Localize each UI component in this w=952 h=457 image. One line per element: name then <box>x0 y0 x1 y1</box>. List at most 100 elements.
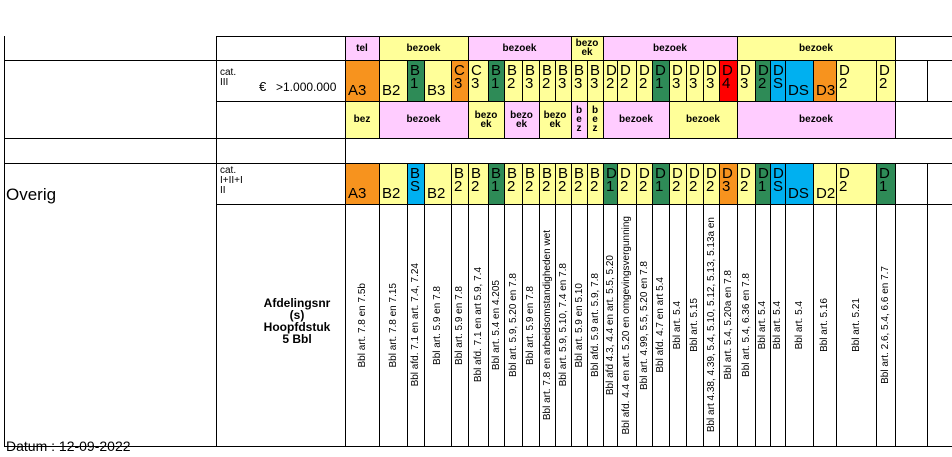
cell-separator-line <box>836 60 837 101</box>
cell-separator-line <box>686 60 687 101</box>
risk-code-cell: B 2 <box>451 163 468 204</box>
cell-separator-line <box>876 60 877 101</box>
risk-code-cell: B 2 <box>539 163 555 204</box>
article-reference-text: Bbl art. 5.15 <box>689 298 700 352</box>
risk-code-cell: D 1 <box>755 163 770 204</box>
cell-separator-line <box>785 60 786 101</box>
risk-code-cell-text: C 3 <box>471 62 482 92</box>
cell-separator-line <box>451 163 452 204</box>
cell-separator-line <box>927 204 928 446</box>
cell-separator-line <box>468 60 469 101</box>
risk-code-cell-text: D 1 <box>758 165 769 195</box>
cell-separator-line <box>652 60 653 101</box>
risk-code-cell: D 3 <box>737 60 755 101</box>
article-reference-text: Bbl art. 7.8 en 7.5b <box>356 282 368 368</box>
cell-separator-line <box>895 60 896 101</box>
visit-header-text: bezo ek <box>575 38 599 58</box>
risk-code-cell-text: B 3 <box>590 62 601 92</box>
visit-subheader-text: bezo ek <box>474 109 498 130</box>
risk-code-cell-text: B3 <box>427 82 446 99</box>
cell-separator-line <box>836 163 837 204</box>
article-reference-text: Bbl art. 7.8 en arbeidsomstandigheden we… <box>541 229 553 421</box>
article-reference-text: Bbl art 4.38, 4.39, 5.4, 5.10, 5.12, 5.1… <box>705 217 717 433</box>
visit-header-text: tel <box>356 42 368 54</box>
cell-separator-line <box>522 204 523 446</box>
article-reference-cell: Bbl art. 5.4 <box>755 204 770 446</box>
article-reference-text: Bbl art. 5.4, 6.36 en 7.8 <box>740 273 752 377</box>
cell-separator-line <box>603 60 604 101</box>
cell-separator-line <box>755 60 756 101</box>
visit-header-cell: bezoek <box>379 36 468 60</box>
visit-header-cell: bezoek <box>468 36 571 60</box>
cell-separator-line <box>571 204 572 446</box>
article-reference-text: Bbl afd. 7.1 en art. 7.4, 7.24 <box>410 263 421 387</box>
risk-code-cell: D 2 <box>686 163 703 204</box>
cell-separator-line <box>468 36 469 60</box>
cell-separator-line <box>785 204 786 446</box>
cell-separator-line <box>652 163 653 204</box>
cell-separator-line <box>617 163 618 204</box>
risk-code-cell: A3 <box>345 60 379 101</box>
cell-separator-line <box>571 163 572 204</box>
risk-code-cell-text: D 2 <box>620 62 631 92</box>
risk-code-cell-text: B 2 <box>507 62 518 92</box>
visit-subheader-cell: bezoek <box>379 101 468 138</box>
risk-code-cell-text: DS <box>788 82 809 99</box>
cell-separator-line <box>686 204 687 446</box>
cell-separator-line <box>571 101 572 138</box>
article-reference-text: Bbl art. 5.16 <box>819 298 830 352</box>
article-reference-text: Bbl art. 4.99, 5.5, 5.20 en 7.8 <box>638 260 650 390</box>
risk-code-cell: D 3 <box>719 163 737 204</box>
cell-separator-line <box>424 204 425 446</box>
cell-separator-line <box>770 204 771 446</box>
cell-separator-line <box>379 204 380 446</box>
cell-separator-line <box>522 163 523 204</box>
risk-code-cell-text: D 2 <box>672 165 683 195</box>
cell-separator-line <box>813 60 814 101</box>
risk-code-cell: D 2 <box>669 163 686 204</box>
risk-code-cell-text: B 3 <box>558 62 569 92</box>
risk-code-cell-text: D 2 <box>639 62 650 92</box>
article-reference-cell: Bbl art. 5.4 <box>770 204 785 446</box>
visit-header-cell: bezo ek <box>571 36 603 60</box>
risk-code-cell: D 2 <box>617 60 636 101</box>
risk-code-cell: D S <box>770 60 785 101</box>
risk-code-cell: D 3 <box>669 60 686 101</box>
risk-code-cell: B 2 <box>571 163 587 204</box>
cell-separator-line <box>737 204 738 446</box>
visit-header-text: bezoek <box>502 42 537 54</box>
article-reference-text: Bbl afd. 5.9 art. 5.9, 7.8 <box>589 273 601 377</box>
cell-separator-line <box>703 204 704 446</box>
risk-code-cell-text: D 3 <box>672 62 683 92</box>
risk-code-cell-text: D 1 <box>879 165 890 195</box>
risk-code-cell-text: D 1 <box>655 62 666 92</box>
article-reference-text: Bbl art. 5.9 en 7.8 <box>454 285 465 365</box>
cell-separator-line <box>719 60 720 101</box>
risk-code-cell: B 2 <box>587 163 603 204</box>
cell-separator-line <box>737 101 738 138</box>
risk-code-cell: B S <box>407 163 424 204</box>
cell-separator-line <box>504 101 505 138</box>
visit-subheader-text: b e z <box>591 105 599 134</box>
cell-separator-line <box>669 163 670 204</box>
article-reference-cell: Bbl afd 4.3, 4.4 en art. 5.5, 5.20 <box>603 204 617 446</box>
risk-code-cell: D 1 <box>652 60 669 101</box>
cell-separator-line <box>539 60 540 101</box>
cell-separator-line <box>587 163 588 204</box>
risk-code-cell: B3 <box>424 60 451 101</box>
visit-subheader-cell: bezoek <box>737 101 895 138</box>
risk-code-cell-text: D 2 <box>606 62 617 92</box>
risk-code-cell: C 3 <box>451 60 468 101</box>
cell-separator-line <box>895 101 896 138</box>
risk-code-cell-text: B 3 <box>525 62 536 92</box>
risk-code-cell-text: B 2 <box>542 62 553 92</box>
cell-separator-line <box>737 60 738 101</box>
visit-subheader-cell: b e z <box>587 101 603 138</box>
visit-subheader-text: bez <box>353 114 371 125</box>
risk-code-cell-text: D S <box>773 165 784 195</box>
risk-code-cell: D2 <box>813 163 836 204</box>
cell-separator-line <box>539 163 540 204</box>
cell-separator-line <box>488 204 489 446</box>
article-reference-cell: Bbl art. 5.9 en 7.8 <box>451 204 468 446</box>
